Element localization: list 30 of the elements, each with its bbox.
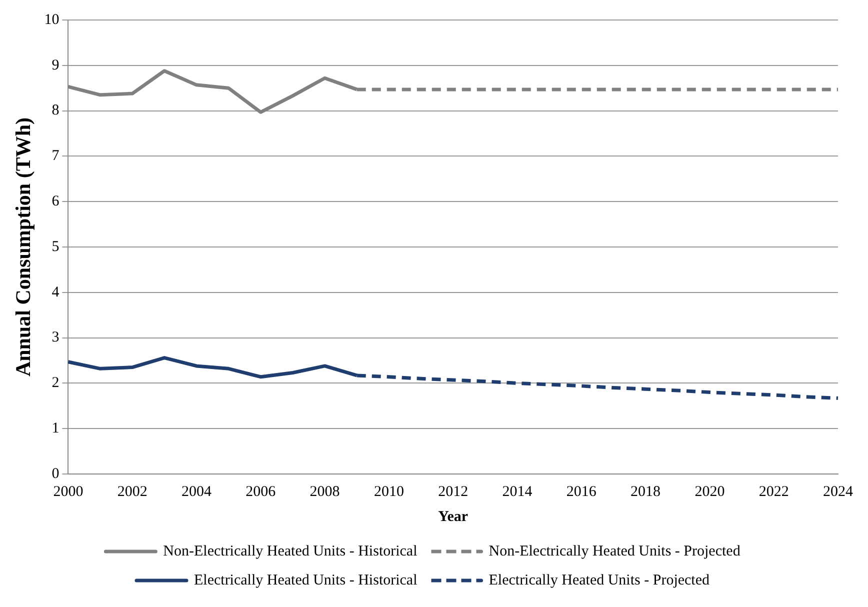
y-tick-label: 2 bbox=[52, 375, 60, 392]
x-tick-label: 2018 bbox=[630, 484, 661, 500]
y-tick-label: 7 bbox=[52, 148, 60, 164]
x-tick-label: 2012 bbox=[438, 484, 468, 500]
y-tick-label: 1 bbox=[52, 420, 60, 437]
legend-label: Non-Electrically Heated Units - Historical bbox=[163, 543, 418, 560]
x-tick-label: 2016 bbox=[566, 484, 597, 500]
x-axis-title: Year bbox=[438, 508, 468, 525]
x-tick-label: 2024 bbox=[823, 484, 854, 500]
x-tick-label: 2008 bbox=[310, 484, 340, 500]
y-tick-label: 8 bbox=[52, 102, 60, 119]
y-tick-label: 0 bbox=[52, 466, 60, 482]
y-axis-title: Annual Consumption (TWh) bbox=[11, 117, 36, 377]
x-tick-label: 2006 bbox=[246, 484, 276, 500]
legend-label: Non-Electrically Heated Units - Projected bbox=[488, 543, 741, 560]
y-tick-label: 10 bbox=[44, 12, 60, 28]
x-tick-label: 2022 bbox=[758, 484, 789, 500]
x-tick-label: 2014 bbox=[502, 484, 533, 500]
y-tick-label: 5 bbox=[52, 238, 60, 255]
y-tick-label: 3 bbox=[52, 330, 60, 346]
y-tick-label: 6 bbox=[52, 194, 60, 210]
legend-label: Electrically Heated Units - Projected bbox=[488, 572, 710, 588]
x-tick-label: 2002 bbox=[117, 484, 148, 500]
y-tick-label: 9 bbox=[52, 57, 60, 74]
x-tick-label: 2020 bbox=[694, 484, 725, 500]
x-tick-label: 2010 bbox=[374, 484, 404, 500]
y-tick-label: 4 bbox=[52, 284, 60, 300]
legend-label: Electrically Heated Units - Historical bbox=[194, 572, 418, 588]
x-tick-label: 2004 bbox=[182, 484, 212, 500]
x-tick-label: 2000 bbox=[53, 484, 84, 500]
